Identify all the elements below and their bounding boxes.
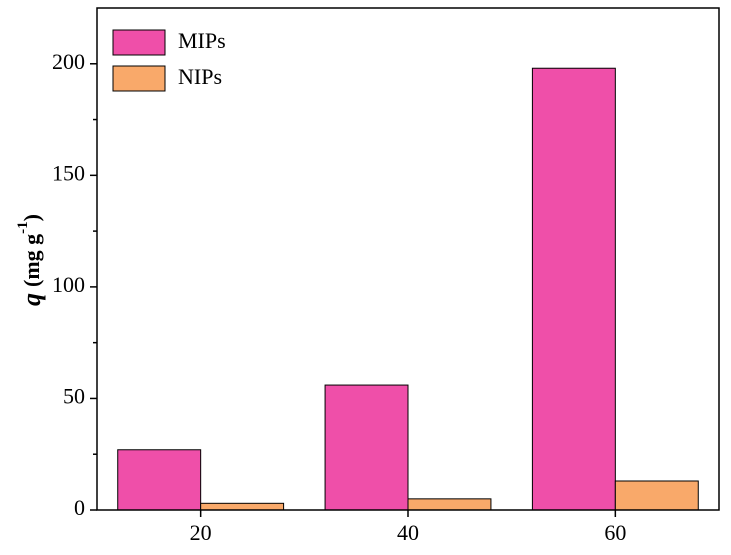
y-tick-label: 0: [74, 495, 85, 520]
legend-swatch: [112, 65, 166, 92]
y-label-close: ): [19, 214, 44, 221]
bar: [531, 67, 616, 511]
x-tick-label: 40: [397, 520, 419, 545]
plot-frame: [96, 7, 720, 511]
y-label-exponent: -1: [15, 221, 31, 234]
bar: [200, 502, 285, 511]
x-tick-label: 20: [190, 520, 212, 545]
y-axis-label: q (mg g-1): [15, 214, 46, 306]
y-tick-label: 200: [52, 49, 85, 74]
x-tick-label: 60: [604, 520, 626, 545]
legend-label: NIPs: [178, 64, 222, 89]
legend-swatch: [112, 29, 166, 56]
y-label-symbol: q: [17, 293, 46, 306]
bar: [407, 498, 492, 511]
bar: [614, 480, 699, 511]
y-tick-label: 50: [63, 383, 85, 408]
y-tick-label: 100: [52, 272, 85, 297]
bar: [324, 384, 409, 511]
y-tick-label: 150: [52, 160, 85, 185]
legend-label: MIPs: [178, 28, 226, 53]
y-label-unit: (mg g: [19, 234, 44, 287]
bar: [117, 449, 202, 511]
